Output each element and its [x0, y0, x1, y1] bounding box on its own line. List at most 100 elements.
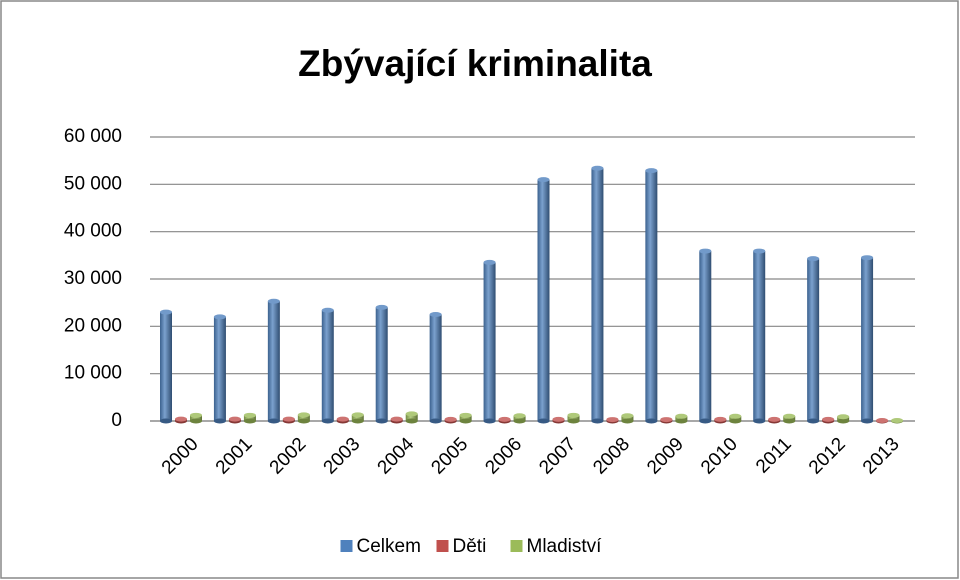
- bar: [621, 415, 634, 421]
- bar-cap: [375, 304, 388, 310]
- bar-cap: [405, 411, 418, 417]
- bar-base: [537, 418, 550, 424]
- bar-cap: [228, 416, 241, 422]
- bar-cap: [267, 298, 280, 304]
- bar-cap: [675, 413, 688, 419]
- bar: [267, 301, 280, 421]
- bar-base: [160, 418, 172, 424]
- bar-cap: [891, 418, 904, 424]
- bar-cap: [861, 255, 874, 261]
- legend: Celkem Děti Mladiství: [340, 536, 603, 557]
- bar-base: [621, 418, 634, 424]
- bar-cap: [459, 412, 472, 418]
- bar-base: [375, 418, 388, 424]
- bar: [645, 170, 658, 421]
- bar-cap: [621, 413, 634, 419]
- y-tick-label: 40 000: [64, 221, 122, 242]
- bar-base: [675, 418, 688, 424]
- bar-cap: [537, 177, 550, 183]
- bar-base: [213, 418, 226, 424]
- legend-swatch: [340, 540, 353, 552]
- bar-cap: [768, 416, 781, 422]
- bar-cap: [336, 416, 349, 422]
- bar: [160, 312, 172, 421]
- bar: [321, 310, 334, 421]
- y-tick-label: 20 000: [64, 315, 122, 336]
- legend-swatch: [510, 540, 523, 552]
- bar: [405, 413, 418, 421]
- bar-cap: [729, 413, 742, 419]
- bar: [513, 415, 526, 421]
- bar-cap: [321, 307, 334, 313]
- y-tick-label: 50 000: [64, 173, 122, 194]
- bar-base: [837, 418, 850, 424]
- bar: [753, 251, 766, 421]
- bar-base: [321, 418, 334, 424]
- bar-base: [861, 418, 874, 424]
- bar-base: [351, 418, 364, 424]
- bar: [213, 316, 226, 421]
- bar-cap: [807, 256, 820, 262]
- bar-cap: [660, 417, 673, 423]
- bar-cap: [552, 416, 565, 422]
- bar-cap: [876, 418, 889, 424]
- legend-label: Děti: [453, 536, 487, 557]
- bar-base: [729, 418, 742, 424]
- bar: [807, 258, 820, 421]
- bar-cap: [567, 412, 580, 418]
- bar-base: [297, 418, 310, 424]
- bar-base: [699, 418, 712, 424]
- chart-title: Zbývající kriminalita: [298, 43, 652, 84]
- y-tick-label: 60 000: [64, 126, 122, 147]
- bar-base: [267, 418, 280, 424]
- bar-base: [567, 418, 580, 424]
- bar-base: [807, 418, 820, 424]
- bar-cap: [783, 413, 796, 419]
- bar: [190, 415, 202, 421]
- bar: [297, 414, 310, 421]
- bar-cap: [699, 248, 712, 254]
- y-tick-label: 10 000: [64, 363, 122, 384]
- bar-base: [753, 418, 766, 424]
- bar-cap: [591, 165, 604, 171]
- bar-cap: [498, 416, 511, 422]
- bar: [591, 168, 604, 421]
- bar-base: [243, 418, 256, 424]
- bar: [699, 251, 712, 421]
- bar-base: [483, 418, 496, 424]
- bar-base: [459, 418, 472, 424]
- bar-cap: [714, 416, 727, 422]
- bar-cap: [753, 248, 766, 254]
- bar-cap: [837, 414, 850, 420]
- bar-cap: [444, 416, 457, 422]
- bar-cap: [190, 412, 202, 418]
- legend-label: Celkem: [357, 536, 421, 557]
- bar-cap: [175, 416, 187, 422]
- bar: [243, 415, 256, 421]
- bar-base: [405, 418, 418, 424]
- bar-base: [513, 418, 526, 424]
- bar-cap: [483, 259, 496, 265]
- bar: [567, 415, 580, 421]
- bar-base: [591, 418, 604, 424]
- bar-base: [190, 418, 202, 424]
- bar: [459, 415, 472, 421]
- bar-cap: [297, 412, 310, 418]
- bar-cap: [213, 314, 226, 320]
- bar: [375, 307, 388, 421]
- y-tick-label: 0: [111, 410, 122, 431]
- legend-label: Mladiství: [527, 536, 603, 557]
- bar-cap: [513, 413, 526, 419]
- bar-cap: [606, 417, 619, 423]
- bar-cap: [282, 416, 295, 422]
- bar-cap: [351, 412, 364, 418]
- bar-base: [783, 418, 796, 424]
- bar: [429, 314, 442, 421]
- bar-cap: [645, 168, 658, 174]
- bar: [483, 262, 496, 421]
- bar-cap: [822, 416, 835, 422]
- bar: [537, 179, 550, 421]
- bar: [861, 257, 874, 421]
